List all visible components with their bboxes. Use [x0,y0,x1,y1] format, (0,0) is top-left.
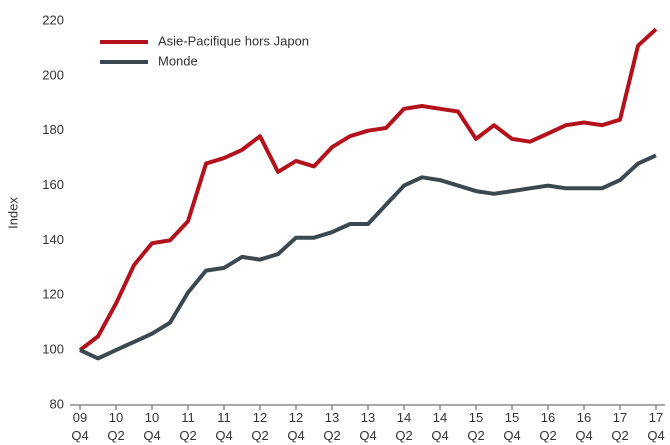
x-tick-label: 14 Q2 [395,410,413,443]
x-tick-label: 16 Q2 [539,410,557,443]
y-tick-label: 220 [42,12,64,27]
data-line [79,153,657,361]
x-tick-label: 14 Q4 [431,410,449,443]
legend-label: Monde [158,53,198,68]
y-tick-label: 200 [42,67,64,82]
y-axis-label: Index [5,197,20,229]
y-tick-label: 160 [42,177,64,192]
x-tick-label: 09 Q4 [71,410,89,443]
x-tick-label: 10 Q2 [107,410,125,443]
x-tick-label: 16 Q4 [575,410,593,443]
x-tick-label: 15 Q4 [503,410,521,443]
legend-label: Asie-Pacifique hors Japon [158,33,309,48]
y-tick-label: 80 [50,396,64,411]
x-tick-label: 11 Q2 [179,410,197,443]
x-tick-label: 10 Q4 [143,410,161,443]
x-tick-label: 11 Q4 [215,410,233,443]
x-tick-label: 12 Q4 [287,410,305,443]
y-tick-label: 100 [42,342,64,357]
x-tick-label: 17 Q4 [647,410,665,443]
y-tick-label: 120 [42,287,64,302]
x-tick-label: 13 Q4 [359,410,377,443]
data-line [78,27,658,352]
x-tick-label: 12 Q2 [251,410,269,443]
x-tick-label: 13 Q2 [323,410,341,443]
y-tick-label: 180 [42,122,64,137]
x-tick-label: 15 Q2 [467,410,485,443]
x-tick-label: 17 Q2 [611,410,629,443]
y-tick-label: 140 [42,232,64,247]
